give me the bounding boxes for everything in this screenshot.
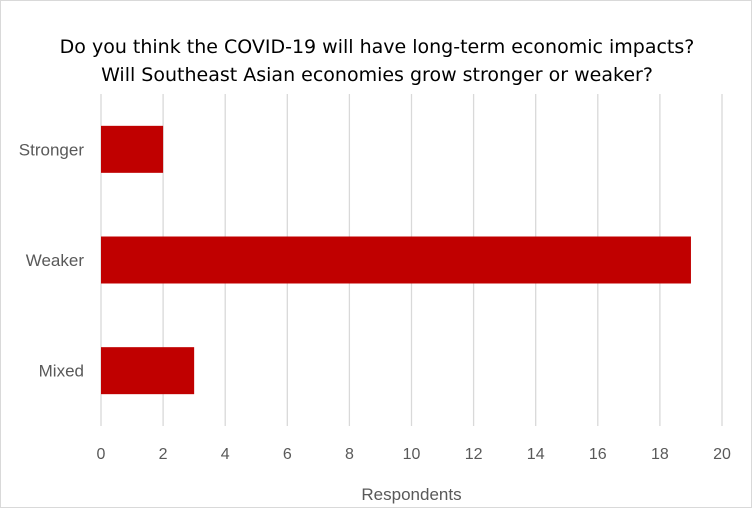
x-tick-label: 18 <box>651 446 669 463</box>
bar-weaker <box>101 236 691 284</box>
chart-title-line-1: Do you think the COVID-19 will have long… <box>59 36 695 58</box>
x-tick-label: 0 <box>97 446 106 463</box>
chart-title-line-2: Will Southeast Asian economies grow stro… <box>101 64 653 86</box>
x-tick-label: 8 <box>345 446 354 463</box>
x-axis-title: Respondents <box>361 485 461 504</box>
x-tick-label: 12 <box>465 446 483 463</box>
category-label-weaker: Weaker <box>26 251 85 270</box>
x-tick-label: 2 <box>159 446 168 463</box>
x-tick-labels: 0 2 4 6 8 10 12 14 16 18 20 <box>97 446 731 463</box>
bar-mixed <box>101 347 195 395</box>
category-label-mixed: Mixed <box>39 362 84 381</box>
x-tick-label: 14 <box>527 446 545 463</box>
bar-stronger <box>101 125 164 173</box>
x-tick-label: 6 <box>283 446 292 463</box>
x-tick-label: 16 <box>589 446 607 463</box>
x-tick-label: 4 <box>221 446 230 463</box>
x-tick-label: 20 <box>713 446 731 463</box>
x-tick-label: 10 <box>403 446 421 463</box>
category-label-stronger: Stronger <box>19 140 85 159</box>
category-labels: Stronger Weaker Mixed <box>19 140 85 380</box>
bars <box>101 125 691 395</box>
